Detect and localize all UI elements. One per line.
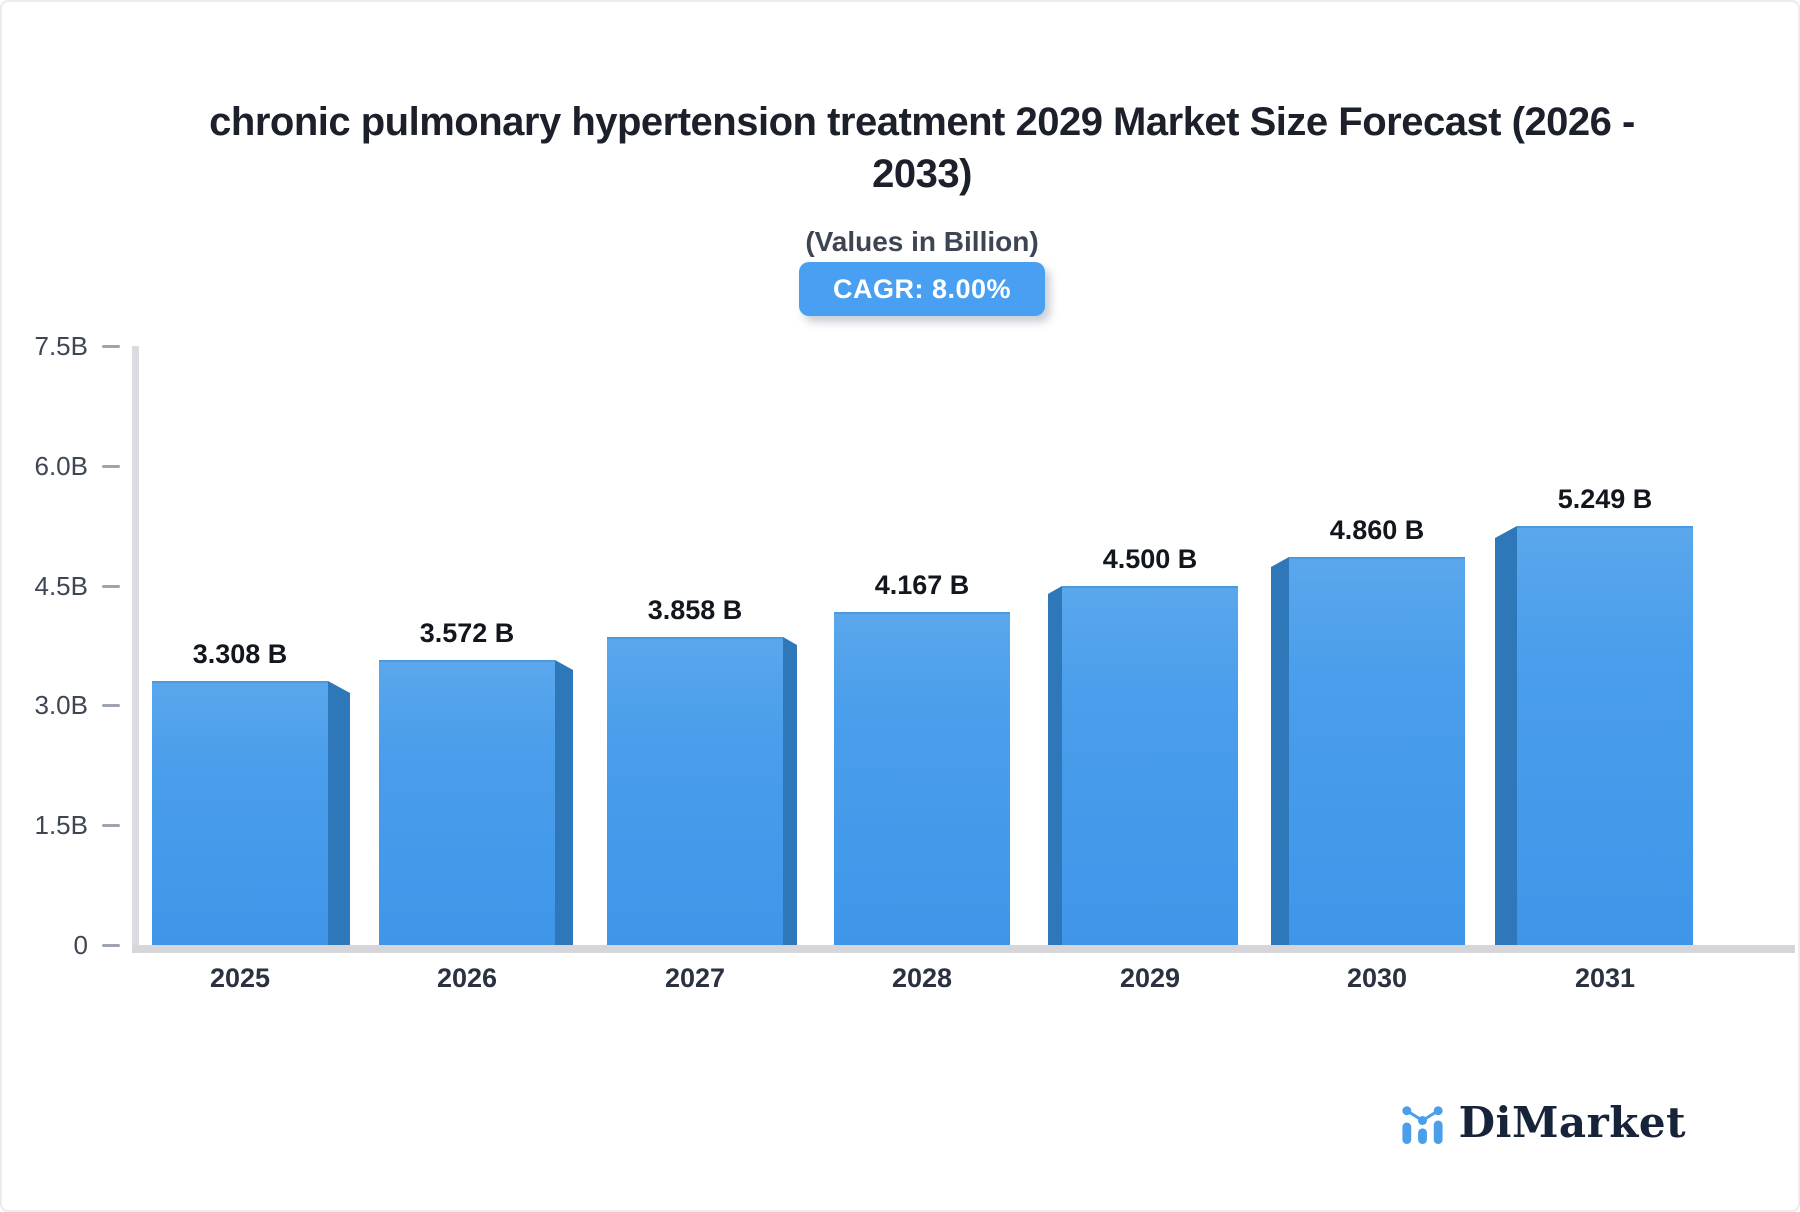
- bar-side-2027: [783, 637, 797, 945]
- badge-row: CAGR: 8.00%: [122, 262, 1722, 316]
- bar-value-label-2026: 3.572 B: [419, 618, 515, 648]
- bar-value-label-2029: 4.500 B: [1102, 544, 1198, 574]
- y-axis-label: 4.5B: [34, 570, 89, 601]
- x-axis-label-2031: 2031: [1574, 963, 1636, 993]
- page-title: chronic pulmonary hypertension treatment…: [122, 96, 1722, 200]
- bar-value-label-2030: 4.860 B: [1329, 515, 1425, 545]
- title-line-1: chronic pulmonary hypertension treatment…: [209, 100, 1635, 144]
- bar-value-label-2027: 3.858 B: [647, 595, 743, 625]
- bar-2028[interactable]: [834, 612, 1010, 945]
- y-axis-label: 7.5B: [34, 330, 89, 361]
- bar-2029[interactable]: [1062, 586, 1238, 945]
- bar-value-label-2031: 5.249 B: [1557, 484, 1653, 514]
- bar-side-2026: [555, 660, 573, 945]
- bar-2030[interactable]: [1289, 557, 1465, 945]
- bar-2027[interactable]: [607, 637, 783, 945]
- x-axis-label-2026: 2026: [436, 963, 498, 993]
- bar-2031[interactable]: [1517, 526, 1693, 945]
- cagr-badge: CAGR: 8.00%: [798, 262, 1046, 316]
- dimarket-logo-text: DiMarket: [1458, 1098, 1686, 1147]
- y-axis-tick: [102, 704, 120, 708]
- y-axis-label: 3.0B: [34, 690, 89, 721]
- x-axis-label-2029: 2029: [1119, 963, 1181, 993]
- bar-side-2030: [1271, 557, 1289, 945]
- y-axis-label: 1.5B: [34, 810, 89, 841]
- x-axis-label-2025: 2025: [209, 963, 271, 993]
- y-axis-tick: [102, 344, 120, 348]
- x-axis-label-2027: 2027: [664, 963, 726, 993]
- y-axis-line: [132, 346, 139, 953]
- bar-value-label-2025: 3.308 B: [192, 639, 288, 669]
- title-line-2: 2033): [872, 152, 972, 196]
- dimarket-logo: DiMarket: [1399, 1098, 1686, 1147]
- y-axis-tick: [102, 824, 120, 828]
- y-axis-label: 6.0B: [34, 450, 89, 481]
- bar-side-2029: [1048, 586, 1062, 945]
- y-axis-tick: [102, 584, 120, 588]
- bar-2026[interactable]: [379, 660, 555, 945]
- bar-line-chart-icon: [1399, 1099, 1446, 1146]
- x-axis-baseline: [132, 945, 1795, 953]
- y-axis-tick: [102, 464, 120, 468]
- bar-value-label-2028: 4.167 B: [874, 570, 970, 600]
- x-axis-label-2028: 2028: [891, 963, 953, 993]
- y-axis-label: 0: [73, 930, 88, 960]
- x-axis-label-2030: 2030: [1346, 963, 1408, 993]
- chart-subtitle: (Values in Billion): [805, 226, 1039, 257]
- bar-side-2025: [328, 681, 350, 945]
- bar-2025[interactable]: [152, 681, 328, 945]
- bar-side-2031: [1495, 526, 1517, 945]
- y-axis-tick: [102, 944, 120, 947]
